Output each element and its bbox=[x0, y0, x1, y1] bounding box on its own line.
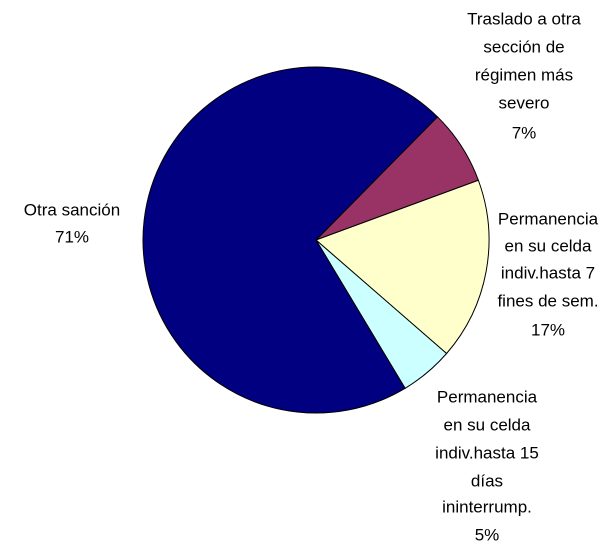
slice-label: sección de bbox=[483, 37, 564, 56]
slice-label: régimen más bbox=[475, 65, 573, 84]
slice-value-label: 17% bbox=[531, 320, 565, 339]
slice-label: Traslado a otra bbox=[467, 9, 581, 28]
slice-label: en su celda bbox=[505, 236, 592, 255]
slice-label: días bbox=[471, 471, 503, 490]
pie-slice bbox=[142, 66, 439, 414]
slice-label: fines de sem. bbox=[497, 291, 598, 310]
slice-label: ininterrump. bbox=[442, 497, 532, 516]
slice-label: indiv.hasta 7 bbox=[501, 263, 595, 282]
slice-label: indiv.hasta 15 bbox=[435, 443, 539, 462]
slice-label: Otra sanción bbox=[24, 200, 120, 219]
slice-label: Permanencia bbox=[437, 387, 538, 406]
slice-value-label: 71% bbox=[55, 227, 89, 246]
slice-label: en su celda bbox=[444, 415, 531, 434]
pie-slice bbox=[315, 179, 490, 355]
slice-label: Permanencia bbox=[498, 209, 599, 228]
slice-label: severo bbox=[498, 93, 549, 112]
slice-value-label: 5% bbox=[475, 525, 500, 544]
slice-value-label: 7% bbox=[512, 123, 537, 142]
